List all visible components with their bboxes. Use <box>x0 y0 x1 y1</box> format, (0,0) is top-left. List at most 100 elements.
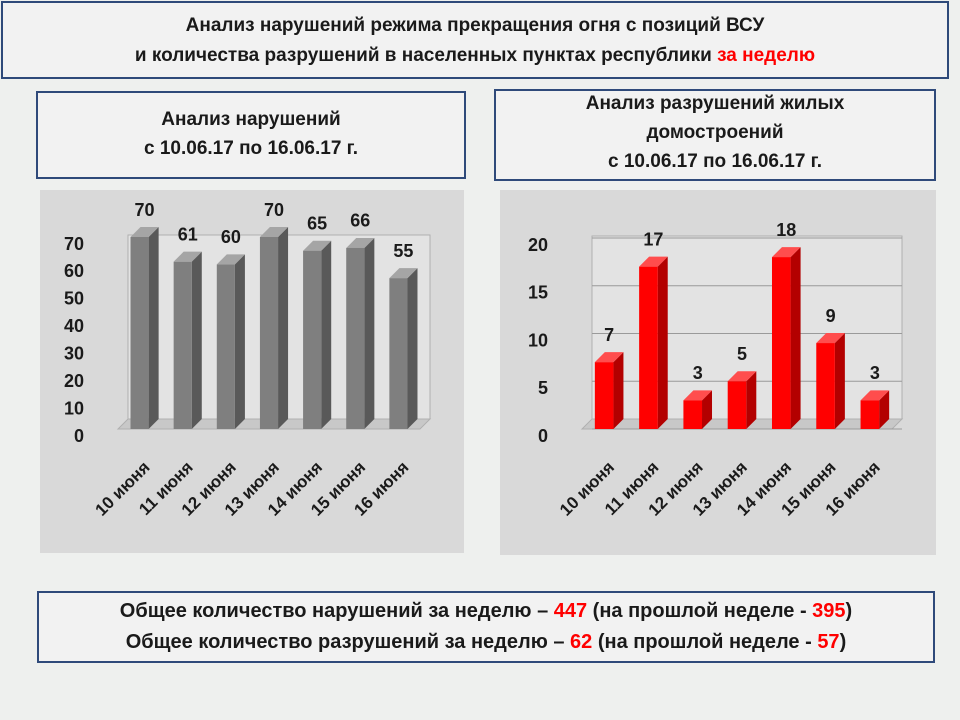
highlight-text: за неделю <box>717 45 815 66</box>
value-label: 7 <box>604 325 614 345</box>
bar-front <box>771 257 791 429</box>
bar <box>303 240 332 429</box>
text-line: и количества разрушений в населенных пун… <box>135 45 815 66</box>
value-label: 70 <box>264 200 284 220</box>
bar-side <box>790 247 801 429</box>
bar <box>259 227 289 429</box>
highlight-text: 447 <box>554 600 587 622</box>
bar-top <box>259 227 289 237</box>
bar-front <box>130 237 149 429</box>
bar-side <box>148 227 159 429</box>
value-label: 70 <box>135 200 155 220</box>
value-label: 60 <box>221 227 241 247</box>
y-tick-label: 15 <box>528 283 548 303</box>
y-tick-label: 10 <box>64 398 84 418</box>
bar-top <box>303 240 332 251</box>
bar-side <box>234 254 245 429</box>
bar-side <box>834 333 845 429</box>
y-tick-label: 60 <box>64 261 84 281</box>
chart-title: Анализ разрушений жилых <box>586 93 845 114</box>
bar-side <box>191 251 202 429</box>
text-span: Общее количество разрушений за неделю – <box>126 631 570 653</box>
bar-top <box>860 390 890 401</box>
bar-side <box>321 240 332 429</box>
chart-title: домостроений <box>646 122 783 143</box>
bar <box>639 256 668 429</box>
bar <box>860 390 890 429</box>
bar-front <box>816 343 835 429</box>
bar-front <box>594 362 614 429</box>
bar <box>727 371 757 429</box>
bar-front <box>303 250 322 429</box>
bar <box>389 268 418 429</box>
bar-front <box>346 247 365 429</box>
bar-top <box>346 237 375 248</box>
value-label: 5 <box>737 344 747 364</box>
bar-front <box>259 237 279 429</box>
bar-front <box>173 261 192 429</box>
chart-title: Анализ нарушений <box>161 109 340 130</box>
bar-top <box>130 227 159 237</box>
y-tick-label: 20 <box>64 371 84 391</box>
text-span: (на прошлой неделе - <box>587 600 812 622</box>
y-tick-label: 70 <box>64 234 84 254</box>
highlight-text: 395 <box>812 600 845 622</box>
bar-front <box>727 381 747 429</box>
bar <box>130 227 159 429</box>
bar-top <box>173 251 202 262</box>
value-label: 55 <box>393 241 413 261</box>
value-label: 17 <box>643 229 663 249</box>
header-box <box>1 1 949 79</box>
bar-front <box>639 266 658 429</box>
bar-front <box>389 278 408 429</box>
y-tick-label: 0 <box>538 426 548 446</box>
bar-side <box>364 237 375 429</box>
value-label: 3 <box>693 363 703 383</box>
text-span: ) <box>840 631 847 653</box>
bar-side <box>879 390 890 429</box>
y-tick-label: 10 <box>528 330 548 350</box>
highlight-text: 62 <box>570 631 592 653</box>
bar-side <box>278 227 289 429</box>
bar-top <box>771 247 801 258</box>
text-line: Общее количество нарушений за неделю – 4… <box>120 600 852 622</box>
bar-front <box>216 264 235 429</box>
value-label: 66 <box>350 211 370 231</box>
bar <box>683 390 713 429</box>
y-tick-label: 50 <box>64 289 84 309</box>
bar <box>816 333 845 429</box>
bar <box>346 237 375 429</box>
value-label: 3 <box>870 363 880 383</box>
chart-title: с 10.06.17 по 16.06.17 г. <box>608 151 822 172</box>
text-span: Общее количество нарушений за неделю – <box>120 600 554 622</box>
chart-title: с 10.06.17 по 16.06.17 г. <box>144 138 358 159</box>
bar-top <box>727 371 757 382</box>
bar-top <box>216 254 245 265</box>
bar-side <box>657 256 668 429</box>
bar <box>216 254 245 429</box>
bar-side <box>407 268 418 429</box>
chart-title-box <box>494 89 936 181</box>
y-tick-label: 40 <box>64 316 84 336</box>
value-label: 65 <box>307 213 327 233</box>
bar-side <box>613 352 624 429</box>
bar <box>173 251 202 429</box>
bar-top <box>594 352 624 363</box>
bar-top <box>816 333 845 344</box>
bar-top <box>639 256 668 267</box>
y-tick-label: 20 <box>528 235 548 255</box>
text-span: и количества разрушений в населенных пун… <box>135 45 717 66</box>
text-span: Анализ нарушений режима прекращения огня… <box>186 15 765 36</box>
text-line: Анализ нарушений режима прекращения огня… <box>186 15 765 36</box>
text-line: Общее количество разрушений за неделю – … <box>126 631 846 653</box>
bar-top <box>683 390 713 401</box>
bar <box>594 352 624 429</box>
bar-side <box>746 371 757 429</box>
bar <box>771 247 801 429</box>
value-label: 61 <box>178 224 198 244</box>
text-span: (на прошлой неделе - <box>592 631 817 653</box>
value-label: 9 <box>826 306 836 326</box>
y-tick-label: 5 <box>538 378 548 398</box>
bar-front <box>860 400 880 429</box>
